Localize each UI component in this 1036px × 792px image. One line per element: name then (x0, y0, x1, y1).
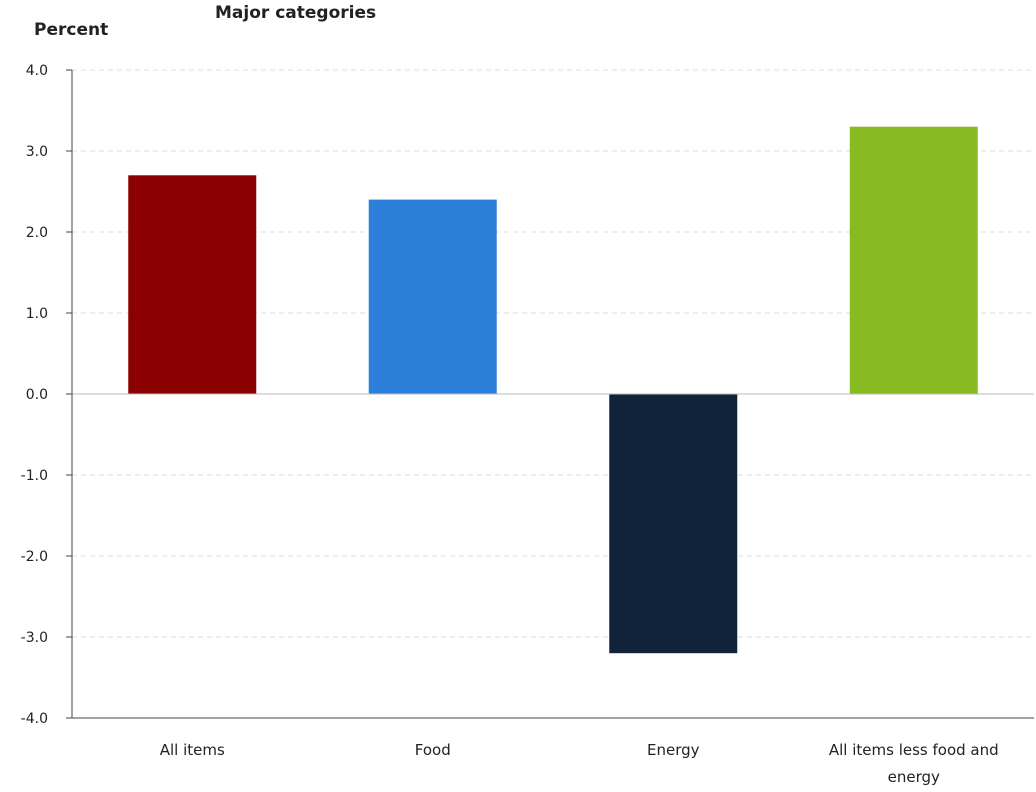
x-category-label: All items (160, 741, 225, 759)
bars (128, 126, 978, 654)
y-tick-label: -3.0 (21, 630, 48, 646)
y-tick-label: 1.0 (26, 306, 48, 322)
y-tick-label: -2.0 (21, 549, 48, 565)
y-tick-label: 0.0 (26, 387, 48, 403)
bar (609, 394, 738, 654)
x-category-label: Food (415, 741, 451, 759)
x-category-label: Energy (647, 741, 700, 759)
y-tick-label: 3.0 (26, 144, 48, 160)
y-tick-label: 4.0 (26, 63, 48, 79)
x-category-label: All items less food and (829, 741, 999, 759)
bar (368, 199, 497, 394)
x-category-label: energy (888, 768, 940, 786)
y-tick-labels: 4.0 3.0 2.0 1.0 0.0 -1.0 -2.0 -3.0 -4.0 (21, 63, 48, 727)
chart-title: Major categories (215, 3, 377, 23)
bar (128, 175, 257, 394)
axes (66, 69, 1034, 719)
x-category-labels: All items Food Energy All items less food a… (160, 741, 999, 786)
bar (849, 126, 978, 394)
y-tick-label: -4.0 (21, 711, 48, 727)
y-tick-label: -1.0 (21, 468, 48, 484)
y-axis-unit-label: Percent (34, 20, 109, 40)
y-tick-label: 2.0 (26, 225, 48, 241)
